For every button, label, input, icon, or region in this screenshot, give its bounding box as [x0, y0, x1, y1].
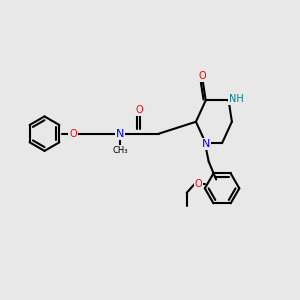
Text: CH₃: CH₃: [112, 146, 128, 154]
Text: O: O: [136, 105, 143, 115]
Text: NH: NH: [229, 94, 243, 104]
Text: N: N: [202, 139, 210, 149]
Text: O: O: [69, 129, 77, 139]
Text: O: O: [199, 71, 207, 81]
Text: N: N: [116, 129, 124, 139]
Text: O: O: [195, 179, 203, 190]
